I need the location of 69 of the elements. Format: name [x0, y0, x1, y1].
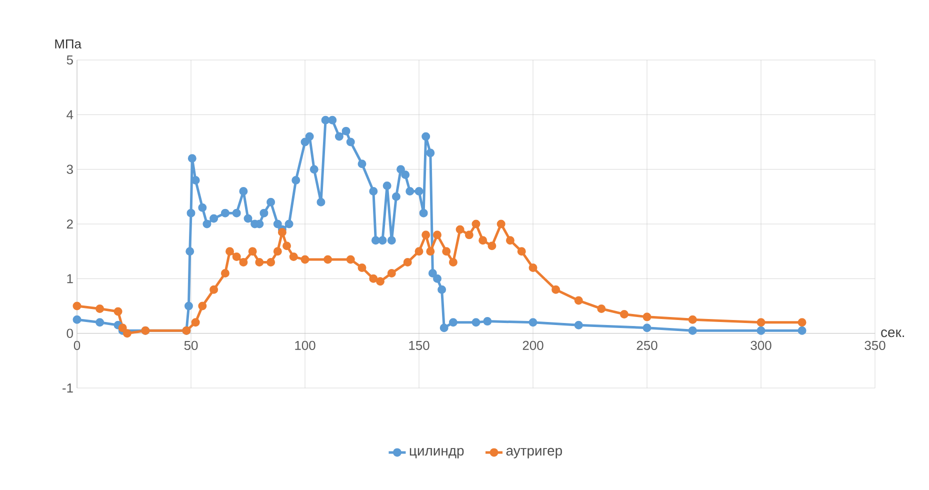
point: [278, 228, 286, 236]
point: [122, 329, 132, 338]
point: [426, 247, 435, 256]
point: [798, 318, 806, 327]
point: [118, 324, 127, 332]
point: [220, 268, 230, 278]
point: [114, 307, 122, 316]
y-tick-label: 5: [66, 55, 73, 65]
point: [528, 263, 538, 272]
point: [239, 258, 248, 267]
y-tick-label: 0: [66, 328, 73, 338]
point: [478, 236, 488, 245]
point: [387, 268, 396, 278]
point: [300, 255, 310, 264]
point: [72, 302, 82, 310]
point: [464, 230, 474, 240]
point: [376, 277, 384, 286]
point: [472, 220, 480, 228]
point: [506, 236, 514, 245]
point: [456, 225, 464, 234]
point: [191, 318, 200, 327]
point: [642, 312, 652, 322]
x-tick-label: 200: [522, 340, 544, 350]
point: [226, 247, 234, 256]
y-tick-label: 2: [66, 219, 73, 229]
x-tick-label: 150: [409, 340, 430, 350]
y-tick-label: -1: [62, 384, 73, 392]
point: [422, 230, 430, 240]
x-tick-label: 250: [636, 340, 658, 350]
point: [597, 304, 606, 313]
point: [324, 255, 332, 264]
point: [403, 258, 412, 267]
legend-label: аутригер: [506, 448, 562, 458]
point: [273, 247, 282, 256]
point: [210, 285, 218, 294]
x-tick-label: 350: [864, 340, 886, 350]
point: [496, 220, 506, 228]
point: [432, 230, 442, 240]
point: [96, 304, 104, 313]
x-tick-label: 100: [295, 340, 316, 350]
point: [358, 263, 366, 272]
x-tick-label: 300: [750, 340, 772, 350]
x-axis-title: сек.: [881, 330, 904, 338]
point: [369, 274, 378, 283]
y-tick-label: 1: [67, 274, 73, 284]
point: [266, 258, 276, 267]
point: [552, 285, 560, 294]
y-tick-label: 4: [66, 110, 74, 120]
point: [448, 258, 458, 267]
point: [289, 252, 298, 262]
point: [198, 302, 207, 310]
point: [414, 247, 424, 256]
point: [232, 252, 241, 262]
point: [574, 296, 583, 305]
point: [620, 310, 628, 318]
point: [282, 242, 292, 250]
x-tick-label: 0: [74, 340, 80, 350]
point: [488, 242, 496, 250]
point: [248, 247, 257, 256]
y-axis-title: МПа: [55, 39, 82, 48]
point: [756, 318, 766, 327]
point: [517, 247, 526, 256]
point: [688, 315, 697, 324]
point: [255, 258, 264, 267]
y-tick-label: 3: [66, 164, 73, 174]
point: [442, 247, 451, 256]
x-tick-label: 50: [184, 340, 198, 350]
point: [346, 255, 355, 264]
legend-label: цилиндр: [410, 448, 464, 458]
